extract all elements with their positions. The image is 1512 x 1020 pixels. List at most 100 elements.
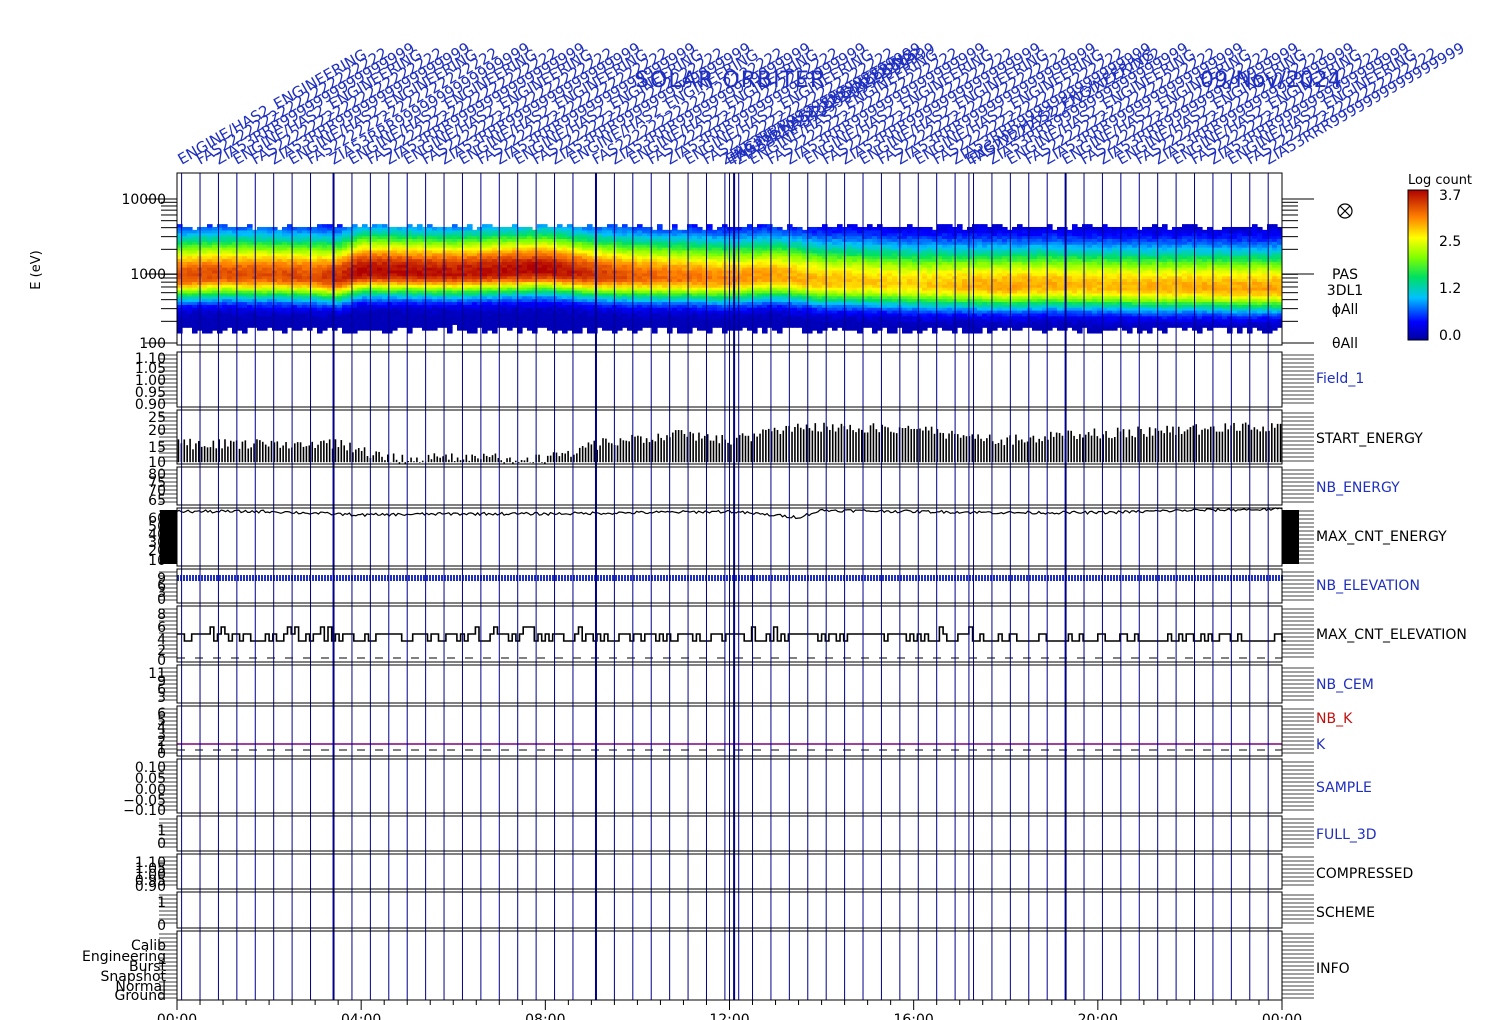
spectrogram-cell (437, 295, 443, 300)
spectrogram-cell (422, 261, 428, 265)
spectrogram-cell (797, 238, 803, 242)
spectrogram-cell (332, 238, 338, 242)
spectrogram-cell (322, 324, 328, 328)
spectrogram-cell (642, 287, 648, 291)
spectrogram-cell (387, 330, 393, 334)
spectrogram-cell (417, 284, 423, 288)
spectrogram-cell (672, 255, 678, 260)
spectrogram-cell (447, 267, 453, 271)
spectrogram-cell (767, 284, 773, 288)
spectrogram-cell (777, 244, 783, 248)
spectrogram-cell (347, 321, 353, 325)
spectrogram-cell (692, 241, 698, 245)
spectrogram-cell (212, 315, 218, 320)
spectrogram-cell (382, 226, 388, 231)
spectrogram-cell (697, 226, 703, 231)
spectrogram-cell (417, 310, 423, 314)
spectrogram-cell (297, 289, 303, 294)
spectrogram-cell (742, 258, 748, 262)
spectrogram-cell (512, 232, 518, 237)
spectrogram-cell (522, 284, 528, 288)
spectrogram-cell (757, 244, 763, 248)
spectrogram-cell (657, 244, 663, 248)
spectrogram-cell (307, 238, 313, 242)
spectrogram-cell (322, 224, 328, 228)
spectrogram-cell (657, 232, 663, 237)
spectrogram-cell (797, 232, 803, 237)
spectrogram-cell (582, 247, 588, 251)
spectrogram-cell (442, 295, 448, 300)
spectrogram-cell (392, 247, 398, 251)
spectrogram-cell (187, 269, 193, 274)
spectrogram-cell (202, 310, 208, 314)
spectrogram-cell (352, 298, 358, 303)
spectrogram-cell (692, 321, 698, 325)
spectrogram-cell (632, 284, 638, 288)
spectrogram-cell (397, 304, 403, 308)
spectrogram-cell (217, 244, 223, 248)
spectrogram-cell (522, 261, 528, 265)
spectrogram-cell (497, 249, 503, 254)
spectrogram-cell (752, 327, 758, 331)
spectrogram-cell (697, 292, 703, 297)
spectrogram-cell (742, 287, 748, 291)
spectrogram-cell (432, 318, 438, 323)
spectrogram-cell (647, 261, 653, 265)
spectrogram-cell (607, 307, 613, 311)
spectrogram-cell (392, 295, 398, 300)
spectrogram-cell (177, 269, 183, 274)
spectrogram-cell (492, 298, 498, 303)
spectrogram-cell (762, 310, 768, 314)
spectrogram-cell (347, 255, 353, 260)
spectrogram-cell (777, 255, 783, 260)
spectrogram-cell (352, 255, 358, 260)
spectrogram-cell (562, 281, 568, 285)
spectrogram-cell (527, 301, 533, 305)
spectrogram-cell (497, 269, 503, 274)
spectrogram-cell (442, 307, 448, 311)
spectrogram-cell (212, 267, 218, 271)
spectrogram-cell (382, 229, 388, 234)
spectrogram-cell (202, 226, 208, 231)
spectrogram-cell (467, 275, 473, 280)
spectrogram-cell (712, 258, 718, 262)
spectrogram-cell (352, 304, 358, 308)
spectrogram-cell (747, 301, 753, 305)
spectrogram-cell (382, 289, 388, 294)
spectrogram-cell (537, 255, 543, 260)
spectrogram-cell (692, 281, 698, 285)
spectrogram-cell (572, 298, 578, 303)
spectrogram-cell (747, 321, 753, 325)
spectrogram-cell (362, 312, 368, 317)
spectrogram-cell (267, 261, 273, 265)
spectrogram-cell (672, 264, 678, 268)
spectrogram-cell (397, 232, 403, 237)
spectrogram-cell (507, 226, 513, 231)
spectrogram-cell (207, 287, 213, 291)
spectrogram-cell (602, 229, 608, 234)
spectrogram-cell (442, 261, 448, 265)
spectrogram-cell (287, 321, 293, 325)
spectrogram-cell (312, 275, 318, 280)
spectrogram-cell (177, 238, 183, 242)
spectrogram-cell (532, 252, 538, 257)
spectrogram-cell (417, 258, 423, 262)
spectrogram-cell (677, 232, 683, 237)
spectrogram-cell (257, 269, 263, 274)
spectrogram-cell (632, 232, 638, 237)
spectrogram-cell (342, 278, 348, 282)
spectrogram-cell (262, 241, 268, 245)
spectrogram-cell (517, 284, 523, 288)
spectrogram-cell (762, 258, 768, 262)
spectrogram-cell (607, 226, 613, 231)
spectrogram-cell (212, 295, 218, 300)
spectrogram-cell (222, 275, 228, 280)
spectrogram-cell (567, 238, 573, 242)
spectrogram-cell (212, 292, 218, 297)
spectrogram-cell (772, 252, 778, 257)
spectrogram-cell (322, 261, 328, 265)
spectrogram-cell (532, 318, 538, 323)
spectrogram-cell (592, 304, 598, 308)
spectrogram-cell (432, 229, 438, 234)
spectrogram-cell (502, 312, 508, 317)
